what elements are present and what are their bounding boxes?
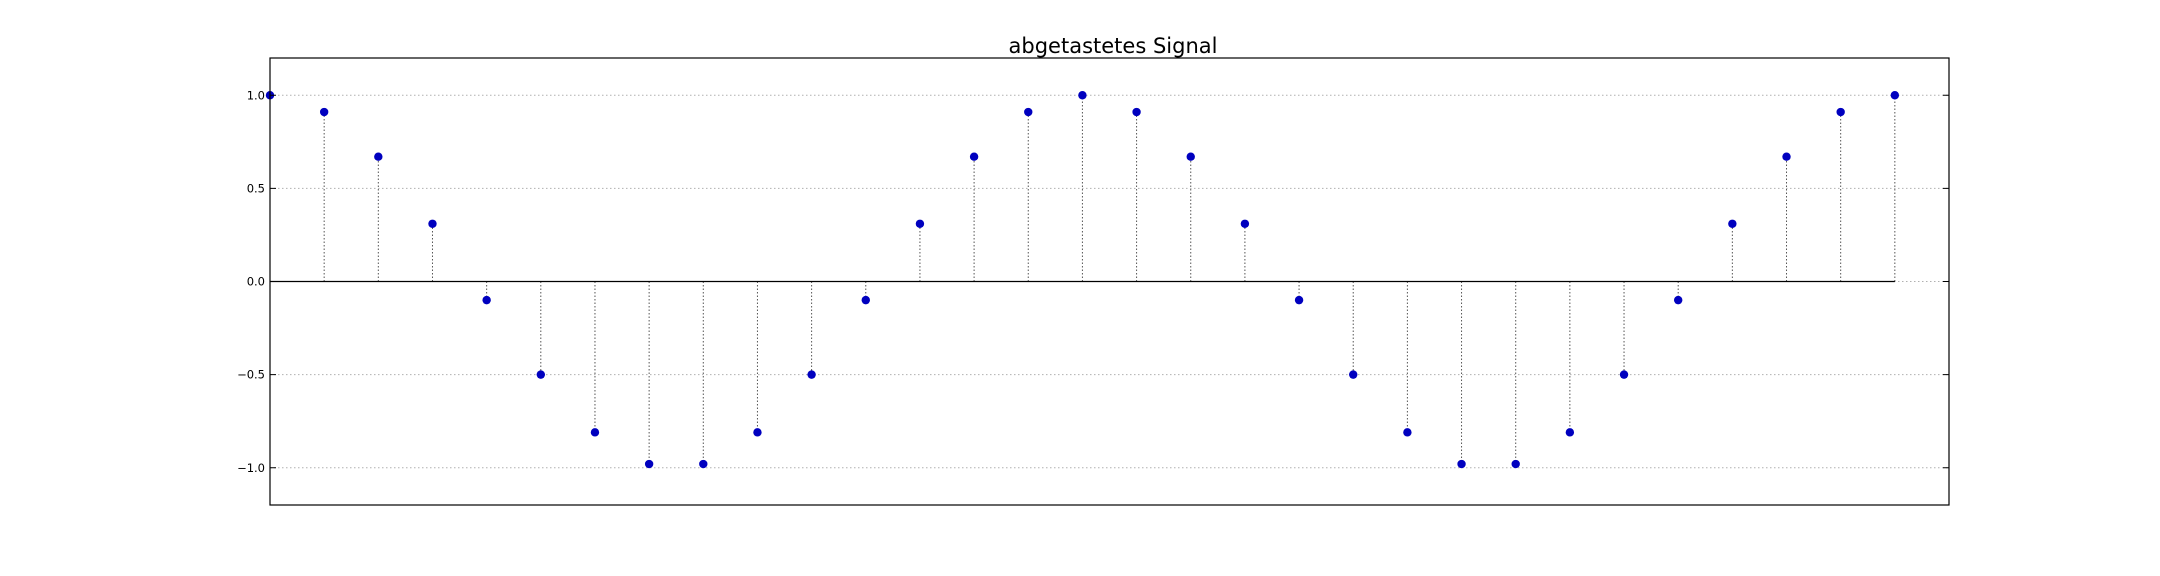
data-point <box>482 295 491 305</box>
y-tick-label: 0.5 <box>247 181 265 195</box>
data-point <box>1078 91 1087 100</box>
data-point <box>590 428 600 437</box>
data-point <box>374 152 383 161</box>
y-tick-label: 0.0 <box>247 275 265 289</box>
y-tick-label: −1.0 <box>237 461 265 475</box>
data-point <box>1511 459 1520 469</box>
data-point <box>1836 107 1845 117</box>
data-point <box>753 428 762 437</box>
data-point <box>807 370 816 379</box>
data-point <box>1890 91 1900 100</box>
data-point <box>1403 428 1412 437</box>
data-point <box>1782 152 1791 161</box>
data-point <box>1294 295 1304 305</box>
data-point <box>1132 107 1141 117</box>
data-point <box>319 107 329 117</box>
y-axis: 1.0 0.5 0.0 −0.5 −1.0 <box>237 88 1949 475</box>
data-point <box>536 370 546 379</box>
data-point <box>1565 428 1575 437</box>
plot-frame <box>269 57 1950 506</box>
data-point <box>1186 152 1195 161</box>
data-point <box>861 295 870 305</box>
data-point <box>1673 295 1683 305</box>
data-point <box>699 459 708 469</box>
data-point <box>1349 370 1358 379</box>
y-tick-label: 1.0 <box>247 88 265 102</box>
data-point <box>428 219 437 228</box>
data-point <box>915 219 925 228</box>
data-point <box>969 152 979 161</box>
y-tick-label: −0.5 <box>237 368 265 382</box>
data-point <box>1728 219 1737 228</box>
data-point <box>1619 370 1629 379</box>
data-point <box>1457 459 1466 469</box>
data-point <box>1240 219 1250 228</box>
data-point <box>1024 107 1033 117</box>
data-markers <box>265 91 1900 469</box>
data-point <box>644 459 654 469</box>
chart-title: abgetastetes Signal <box>1009 34 1218 58</box>
